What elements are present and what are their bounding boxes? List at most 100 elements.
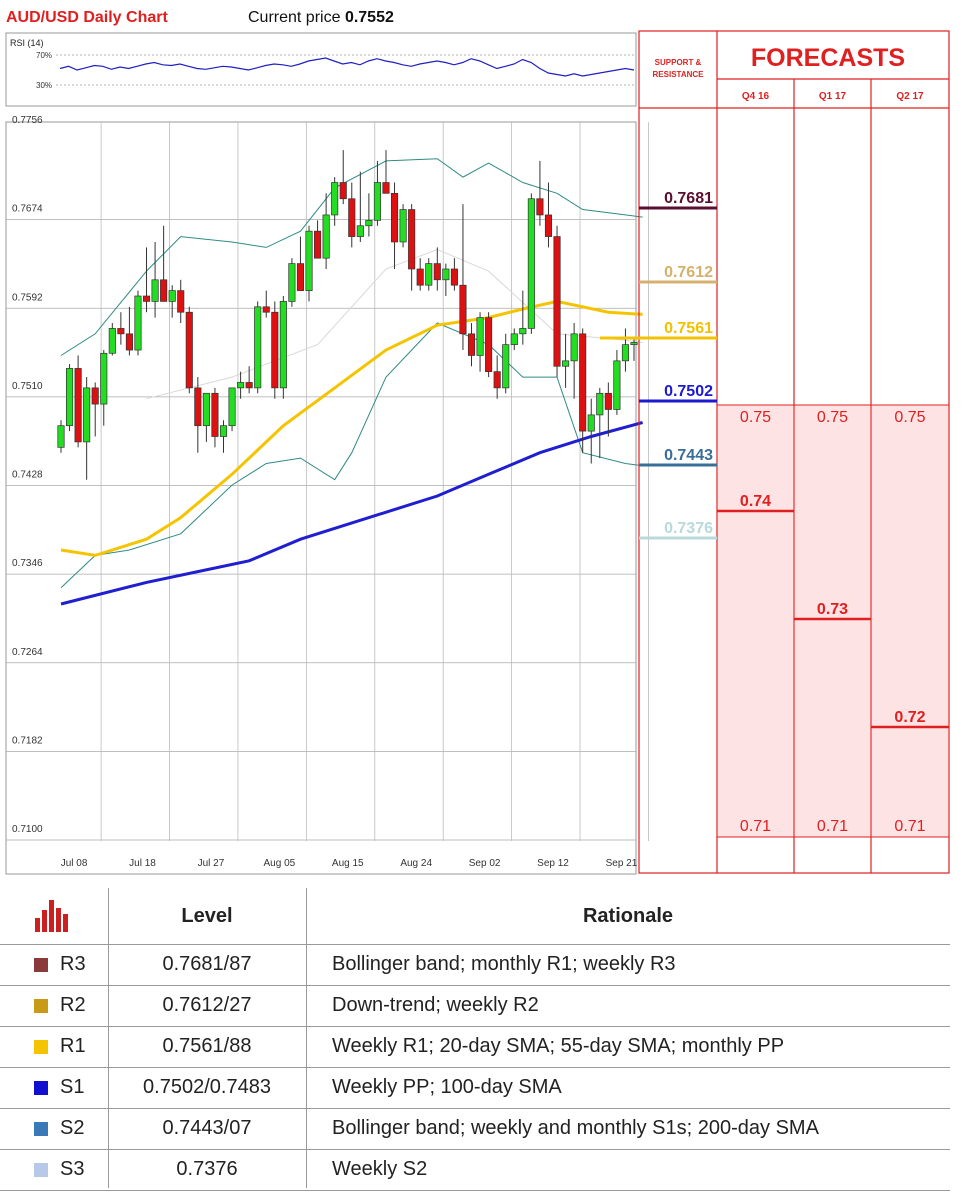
row-rationale: Down-trend; weekly R2 <box>332 994 539 1016</box>
candle <box>485 312 493 378</box>
candle <box>433 247 441 291</box>
candlesticks <box>57 150 638 480</box>
candle <box>66 364 74 432</box>
candle <box>553 225 561 378</box>
sr-level-value: 0.7612 <box>664 264 713 281</box>
x-tick-label: Aug 05 <box>264 858 296 869</box>
candle <box>322 193 330 269</box>
candle <box>202 392 210 442</box>
candle <box>467 323 476 367</box>
candle <box>74 355 82 448</box>
sr-level-value: 0.7561 <box>664 320 713 337</box>
candle <box>160 225 168 302</box>
row-name-text: R3 <box>60 953 86 975</box>
sr-level: 0.7681 <box>639 190 717 210</box>
candle <box>425 258 433 291</box>
candle <box>279 296 287 399</box>
candle <box>502 333 510 394</box>
forecast-low: 0.71 <box>740 818 771 835</box>
y-tick-label: 0.7428 <box>12 470 43 481</box>
y-tick-label: 0.7674 <box>12 204 43 215</box>
row-color-swatch <box>34 1121 48 1136</box>
row-name: S2 <box>34 1108 108 1149</box>
candle <box>562 333 570 388</box>
sr-level: 0.7561 <box>639 320 717 340</box>
candle <box>416 258 424 291</box>
candle <box>108 323 116 356</box>
row-rationale: Weekly PP; 100-day SMA <box>332 1076 562 1098</box>
forecast-mid: 0.73 <box>817 601 848 618</box>
row-name: R2 <box>34 985 108 1026</box>
row-color-swatch <box>34 1039 48 1054</box>
candle <box>211 387 219 448</box>
rsi-line <box>59 57 635 77</box>
rsi-70-label: 70% <box>36 51 52 60</box>
bollinger-lower-band <box>60 322 643 589</box>
candle <box>579 328 587 453</box>
candle <box>83 377 91 480</box>
candle <box>382 150 390 194</box>
candle <box>100 350 108 426</box>
candle <box>271 301 279 399</box>
forecast-column-headers: Q4 16 Q1 17 Q2 17 <box>742 91 924 102</box>
candle <box>91 382 99 437</box>
table-row: S1 0.7502/0.7483 Weekly PP; 100-day SMA <box>0 1067 950 1109</box>
candle <box>194 377 202 453</box>
candle <box>57 420 65 453</box>
candle <box>459 204 467 351</box>
candle <box>142 247 151 313</box>
level-header: Level <box>181 904 233 927</box>
row-name-text: S3 <box>60 1158 85 1180</box>
row-name-text: R1 <box>60 1035 86 1057</box>
candle <box>390 182 399 269</box>
candle <box>587 398 595 464</box>
y-tick-label: 0.7756 <box>12 115 43 126</box>
rationale-header: Rationale <box>582 904 674 927</box>
x-tick-label: Jul 18 <box>129 858 156 869</box>
candle <box>185 306 193 394</box>
candle <box>305 225 313 302</box>
row-rationale: Bollinger band; weekly and monthly S1s; … <box>332 1117 819 1139</box>
sr-level-value: 0.7443 <box>664 447 713 464</box>
candle <box>356 171 364 242</box>
y-tick-label: 0.7182 <box>12 735 43 746</box>
candle <box>262 290 270 318</box>
candle <box>596 387 604 459</box>
candle <box>519 290 527 345</box>
row-level: 0.7612/27 <box>162 994 252 1016</box>
candle <box>288 258 296 307</box>
candle <box>613 350 621 415</box>
forecast-mid: 0.74 <box>740 493 771 510</box>
candle <box>476 312 484 372</box>
forecast-high: 0.75 <box>817 409 848 426</box>
candle <box>237 371 245 399</box>
row-rationale: Bollinger band; monthly R1; weekly R3 <box>332 953 676 975</box>
row-name: R3 <box>34 944 108 985</box>
table-row: R3 0.7681/87 Bollinger band; monthly R1; w… <box>0 944 950 986</box>
y-tick-label: 0.7100 <box>12 824 43 835</box>
sr-header-line1: SUPPORT & <box>655 58 702 67</box>
sr-levels: 0.7681 0.7612 0.7561 0.7502 0.7443 0.7376 <box>600 190 717 540</box>
table-row: R2 0.7612/27 Down-trend; weekly R2 <box>0 985 950 1027</box>
row-name-text: S2 <box>60 1117 85 1139</box>
candle <box>219 420 228 453</box>
forecast-column-label: Q4 16 <box>742 91 770 102</box>
row-level: 0.7502/0.7483 <box>143 1076 271 1098</box>
x-axis-labels: Jul 08 Jul 18 Jul 27 Aug 05 Aug 15 Aug 24 Sep … <box>61 858 638 869</box>
candle <box>117 312 125 345</box>
candle <box>125 306 133 356</box>
x-tick-label: Sep 21 <box>606 858 638 869</box>
chart-panel: AUD/USD Daily Chart Current price 0.7552… <box>5 9 950 875</box>
current-price-value: 0.7552 <box>345 9 394 26</box>
table-row: S3 0.7376 Weekly S2 <box>0 1149 950 1191</box>
x-tick-label: Jul 08 <box>61 858 88 869</box>
candle <box>245 366 253 394</box>
forecast-column-label: Q1 17 <box>819 91 847 102</box>
candle <box>228 387 236 432</box>
candle <box>177 279 185 324</box>
candle <box>254 301 262 394</box>
row-color-swatch <box>34 1162 48 1177</box>
x-tick-label: Aug 24 <box>400 858 432 869</box>
sr-level: 0.7376 <box>639 520 717 540</box>
x-tick-label: Sep 02 <box>469 858 501 869</box>
